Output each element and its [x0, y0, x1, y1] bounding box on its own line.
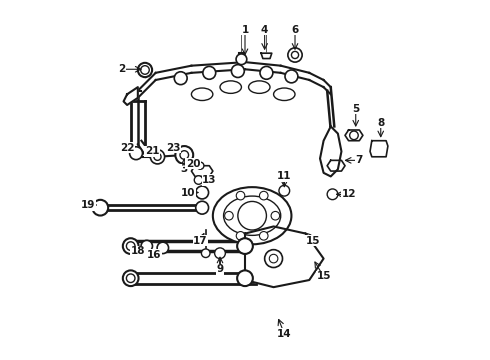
Text: 2: 2 [118, 64, 125, 74]
Ellipse shape [223, 196, 281, 235]
Text: 15: 15 [317, 271, 331, 282]
Circle shape [271, 211, 280, 220]
Text: 6: 6 [292, 25, 298, 35]
Text: 14: 14 [277, 329, 292, 339]
Circle shape [93, 200, 108, 216]
Circle shape [141, 240, 152, 252]
Polygon shape [123, 87, 138, 105]
Circle shape [237, 238, 253, 254]
Circle shape [260, 191, 268, 200]
Text: 5: 5 [352, 104, 359, 113]
Circle shape [141, 66, 149, 74]
Circle shape [174, 72, 187, 85]
Circle shape [197, 162, 204, 169]
Text: 22: 22 [120, 143, 134, 153]
Circle shape [292, 51, 298, 59]
Ellipse shape [273, 88, 295, 100]
Text: 8: 8 [377, 118, 384, 128]
Polygon shape [327, 160, 345, 171]
Circle shape [138, 63, 152, 77]
Circle shape [350, 131, 358, 140]
Ellipse shape [248, 81, 270, 93]
Circle shape [150, 150, 165, 164]
Circle shape [175, 146, 193, 164]
Circle shape [123, 270, 139, 286]
Ellipse shape [192, 88, 213, 100]
Circle shape [194, 176, 203, 184]
Ellipse shape [220, 81, 242, 93]
Circle shape [126, 274, 135, 283]
Circle shape [130, 147, 143, 159]
Ellipse shape [213, 187, 292, 244]
Circle shape [196, 186, 209, 199]
Circle shape [203, 66, 216, 79]
Circle shape [201, 249, 210, 257]
Text: 3: 3 [181, 164, 188, 174]
Text: 20: 20 [186, 159, 200, 169]
Text: 10: 10 [181, 188, 195, 198]
Circle shape [270, 254, 278, 263]
Polygon shape [370, 141, 388, 157]
Text: 19: 19 [81, 200, 95, 210]
Polygon shape [345, 130, 363, 141]
Text: 23: 23 [166, 143, 181, 153]
Circle shape [157, 242, 169, 253]
Text: 9: 9 [217, 264, 223, 274]
Circle shape [215, 248, 225, 258]
Circle shape [327, 189, 338, 200]
Circle shape [180, 151, 189, 159]
Circle shape [285, 70, 298, 83]
Polygon shape [320, 126, 342, 176]
Circle shape [237, 270, 253, 286]
Text: 7: 7 [356, 156, 363, 165]
Circle shape [236, 191, 245, 200]
Circle shape [260, 66, 273, 79]
Circle shape [238, 202, 267, 230]
Circle shape [260, 231, 268, 240]
Polygon shape [192, 166, 213, 176]
Text: 21: 21 [145, 147, 159, 157]
Polygon shape [261, 53, 272, 59]
Circle shape [236, 231, 245, 240]
Circle shape [224, 211, 233, 220]
Circle shape [265, 249, 283, 267]
Circle shape [231, 64, 245, 77]
Text: 17: 17 [193, 236, 208, 246]
Circle shape [154, 153, 161, 160]
Text: 1: 1 [242, 25, 248, 35]
Text: 4: 4 [261, 25, 269, 35]
Text: 15: 15 [306, 236, 320, 246]
Circle shape [123, 238, 139, 254]
Text: 13: 13 [202, 175, 217, 185]
Circle shape [279, 185, 290, 196]
Text: 18: 18 [130, 247, 145, 256]
Text: 12: 12 [342, 189, 356, 199]
Circle shape [236, 54, 247, 64]
Polygon shape [245, 226, 323, 287]
Circle shape [288, 48, 302, 62]
Circle shape [126, 242, 135, 250]
Text: 16: 16 [147, 250, 161, 260]
Text: 11: 11 [277, 171, 292, 181]
Circle shape [196, 201, 209, 214]
